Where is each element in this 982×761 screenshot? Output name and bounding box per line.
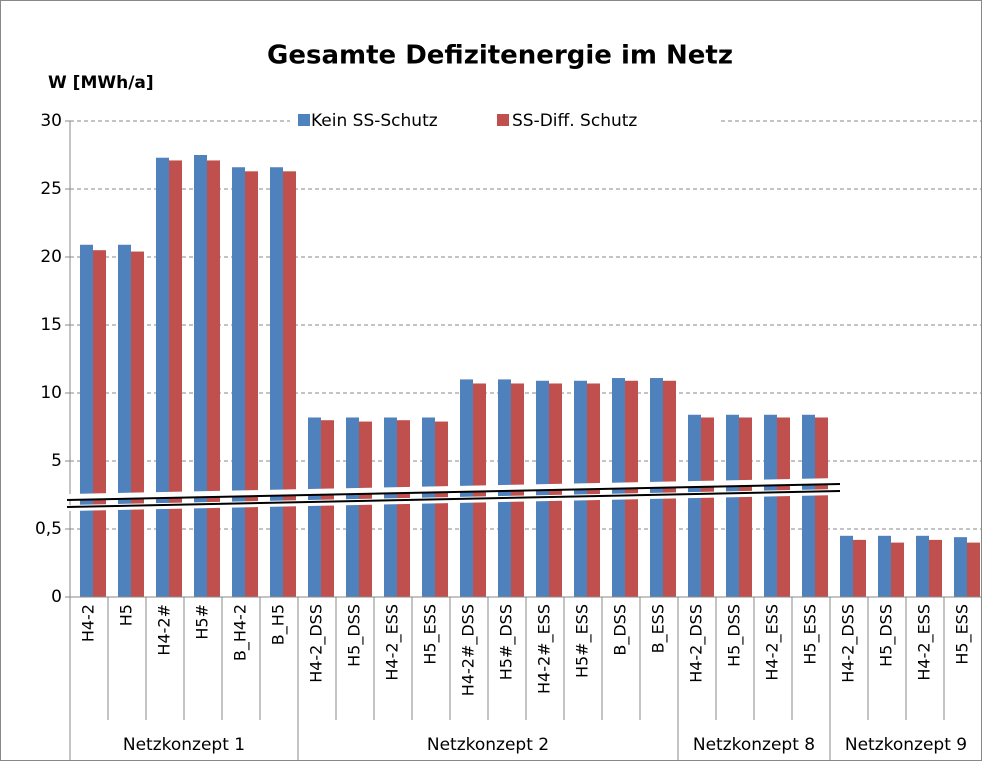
bar — [777, 417, 790, 597]
bar — [701, 417, 714, 597]
x-tick-label: H4-2_ESS — [763, 604, 783, 681]
axis-break-line — [66, 483, 841, 501]
bar — [308, 417, 321, 597]
bar — [726, 414, 739, 597]
y-tick-label: 30 — [40, 111, 62, 131]
bar — [764, 414, 777, 597]
x-tick-label: H5#_DSS — [497, 604, 517, 680]
bar — [359, 421, 372, 597]
bar — [270, 167, 283, 598]
legend-swatch — [298, 114, 310, 126]
x-tick-label: H5_ESS — [421, 604, 441, 665]
x-tick-label: B_DSS — [611, 604, 631, 656]
bar — [156, 157, 169, 597]
axis-break-line — [66, 490, 841, 508]
x-tick-label: H4-2_DSS — [307, 604, 327, 683]
x-tick-label: H4-2_ESS — [383, 604, 403, 681]
x-tick-label: B_H5 — [269, 604, 289, 645]
bar — [232, 167, 245, 598]
y-tick-label: 0 — [51, 587, 62, 607]
axis-break-fill — [67, 489, 841, 511]
bar — [435, 421, 448, 597]
axis-break-fill — [67, 478, 841, 500]
bar — [878, 535, 891, 597]
x-tick-label: H5 — [117, 604, 136, 626]
x-tick-label: H5# — [193, 604, 212, 640]
bar — [283, 171, 296, 597]
bar — [207, 160, 220, 597]
y-tick-label: 25 — [40, 179, 62, 199]
bar — [346, 417, 359, 597]
bar — [967, 542, 980, 597]
group-label: Netzkonzept 1 — [123, 735, 245, 755]
x-tick-label: B_ESS — [649, 604, 669, 653]
x-tick-label: H4-2 — [79, 604, 98, 642]
bar — [245, 171, 258, 597]
bar — [929, 539, 942, 597]
bar — [853, 539, 866, 597]
x-tick-label: H4-2#_ESS — [535, 604, 555, 694]
group-label: Netzkonzept 2 — [427, 735, 549, 755]
bar — [916, 535, 929, 597]
bar — [397, 420, 410, 597]
bar — [80, 244, 93, 597]
y-tick-label: 15 — [40, 315, 62, 335]
bar — [802, 414, 815, 597]
y-tick-label: 20 — [40, 247, 62, 267]
x-tick-label: H4-2_DSS — [687, 604, 707, 683]
x-tick-label: H5_DSS — [725, 604, 745, 667]
bar — [688, 414, 701, 597]
legend-label: SS-Diff. Schutz — [512, 111, 637, 131]
y-tick-label: 10 — [40, 383, 62, 403]
bar — [587, 383, 600, 597]
x-tick-label: H4-2_ESS — [915, 604, 935, 681]
bar — [131, 251, 144, 597]
group-label: Netzkonzept 8 — [693, 735, 815, 755]
bar — [194, 155, 207, 597]
x-tick-label: H5_DSS — [877, 604, 897, 667]
bar — [891, 542, 904, 597]
group-label: Netzkonzept 9 — [845, 735, 967, 755]
x-tick-label: H4-2_DSS — [839, 604, 859, 683]
bar — [663, 380, 676, 597]
x-tick-label: H4-2# — [155, 604, 174, 656]
bar — [93, 250, 106, 597]
y-tick-label: 0,5 — [35, 519, 62, 539]
x-tick-label: B_H4-2 — [231, 604, 251, 661]
x-tick-label: H5_ESS — [953, 604, 973, 665]
bar — [169, 160, 182, 597]
x-tick-label: H5#_ESS — [573, 604, 593, 678]
y-tick-label: 5 — [51, 451, 62, 471]
bar — [815, 417, 828, 597]
legend-swatch — [497, 114, 509, 126]
bar — [739, 417, 752, 597]
bar — [422, 417, 435, 597]
chart-title: Gesamte Defizitenergie im Netz — [267, 41, 733, 71]
bar — [321, 420, 334, 597]
x-tick-label: H5_ESS — [801, 604, 821, 665]
bar — [954, 537, 967, 597]
bar — [384, 417, 397, 597]
x-tick-label: H5_DSS — [345, 604, 365, 667]
x-tick-label: H4-2#_DSS — [459, 604, 479, 696]
bar — [118, 244, 131, 597]
y-axis-label: W [MWh/a] — [48, 73, 154, 93]
legend-label: Kein SS-Schutz — [311, 111, 438, 131]
bar — [840, 535, 853, 597]
